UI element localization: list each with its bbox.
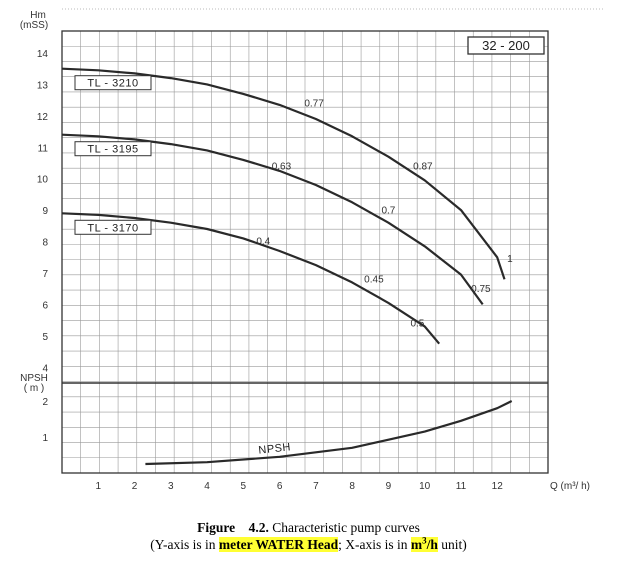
y-tick-label: 12	[37, 112, 49, 123]
x-tick-label: 1	[95, 481, 101, 492]
efficiency-label: 0.77	[304, 98, 324, 109]
npsh-axis-label: NPSH	[20, 373, 48, 384]
y-tick-label: 14	[37, 49, 49, 60]
x-tick-label: 11	[456, 481, 467, 492]
curve-tl-3170	[61, 212, 441, 345]
efficiency-label: 0.45	[364, 274, 384, 285]
x-tick-label: 7	[313, 481, 319, 492]
caption-highlight-unit: m3/h	[410, 535, 438, 552]
curve-label: TL - 3170	[87, 222, 138, 234]
efficiency-label: 0.87	[413, 161, 433, 172]
figure-caption: Figure 4.2. Characteristic pump curves (…	[0, 519, 617, 553]
y-tick-label: 7	[42, 269, 48, 280]
model-label: 32 - 200	[482, 38, 530, 53]
curve-tl-3195	[61, 133, 484, 306]
npsh-curve-label: NPSH	[258, 441, 292, 456]
y-tick-label: 6	[42, 300, 48, 311]
y-axis-label: Hm	[30, 10, 46, 21]
y-tick-label: 9	[42, 206, 48, 217]
curve-label-box	[74, 219, 152, 235]
npsh-tick-label: 1	[42, 433, 48, 444]
curve-label: TL - 3210	[87, 78, 138, 90]
caption-title: Characteristic pump curves	[272, 520, 420, 535]
efficiency-label: 0.75	[471, 284, 491, 295]
curve-npsh	[145, 400, 513, 466]
y-axis-unit: (mSS)	[20, 20, 48, 31]
plot-frame	[61, 30, 549, 474]
efficiency-label: 0.7	[381, 205, 395, 216]
caption-highlight-head: meter WATER Head	[218, 537, 339, 552]
efficiency-label: 1	[507, 254, 513, 265]
model-box	[467, 36, 545, 55]
caption-unit-sup: 3	[422, 535, 427, 546]
x-tick-label: 8	[349, 481, 355, 492]
caption-line-1: Figure 4.2. Characteristic pump curves	[0, 519, 617, 536]
y-tick-label: 4	[42, 363, 48, 374]
x-tick-label: 10	[419, 481, 431, 492]
y-tick-label: 10	[37, 175, 49, 186]
efficiency-label: 0.4	[256, 237, 270, 248]
x-tick-label: 6	[277, 481, 283, 492]
npsh-tick-label: 2	[42, 397, 48, 408]
curve-label-box	[74, 141, 152, 157]
x-tick-label: 5	[241, 481, 247, 492]
curve-label-box	[74, 75, 152, 91]
y-tick-label: 13	[37, 80, 49, 91]
caption-text-open: (Y-axis is in	[150, 537, 216, 552]
x-tick-label: 9	[386, 481, 392, 492]
curve-label: TL - 3195	[87, 144, 138, 156]
npsh-axis-unit: ( m )	[24, 383, 45, 394]
efficiency-label: 0.5	[410, 318, 424, 329]
x-axis-label: Q (m³/ h)	[550, 481, 590, 492]
chart-curves	[61, 67, 513, 466]
efficiency-label: 0.63	[272, 161, 292, 172]
caption-figure-word: Figure	[197, 520, 236, 535]
caption-line-2: (Y-axis is in meter WATER Head; X-axis i…	[0, 536, 617, 553]
caption-unit-m: m	[410, 537, 423, 552]
caption-figure-number: 4.2.	[248, 520, 269, 535]
chart-axes	[61, 30, 549, 474]
y-tick-label: 5	[42, 332, 48, 343]
caption-unit-tail: /h	[426, 537, 438, 552]
chart-grid	[61, 8, 605, 474]
x-tick-label: 2	[132, 481, 138, 492]
curve-tl-3210	[61, 67, 506, 280]
x-tick-label: 3	[168, 481, 174, 492]
x-tick-label: 4	[204, 481, 210, 492]
x-tick-label: 12	[492, 481, 504, 492]
y-tick-label: 11	[38, 143, 49, 154]
caption-text-mid: ; X-axis is in	[338, 537, 408, 552]
y-tick-label: 8	[42, 238, 48, 249]
caption-text-close: unit)	[441, 537, 467, 552]
